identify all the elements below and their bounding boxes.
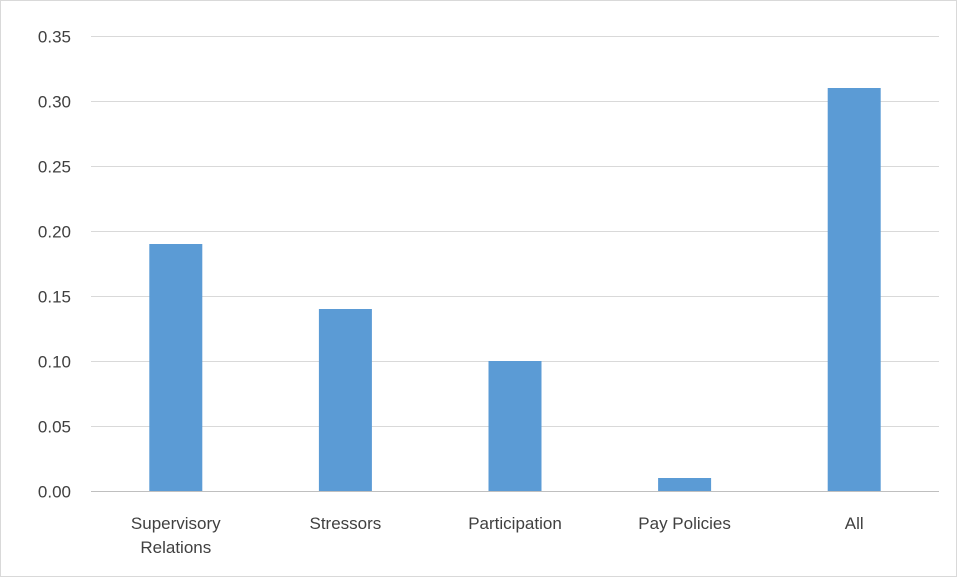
bar (318, 309, 372, 491)
y-tick-label: 0.25 (38, 158, 71, 177)
y-tick-label: 0.10 (38, 353, 71, 372)
y-tick-label: 0.35 (38, 28, 71, 47)
x-axis-labels: Supervisory Relations Stressors Participati… (131, 514, 864, 557)
y-tick-label: 0.30 (38, 93, 71, 112)
bar (488, 361, 542, 491)
x-tick-label: Relations (140, 538, 211, 557)
bars (149, 88, 881, 491)
x-tick-label: All (845, 514, 864, 533)
x-tick-label: Supervisory (131, 514, 221, 533)
x-tick-label: Pay Policies (638, 514, 731, 533)
y-tick-label: 0.20 (38, 223, 71, 242)
bar (827, 88, 881, 491)
bar (149, 244, 203, 491)
y-tick-label: 0.00 (38, 483, 71, 502)
x-tick-label: Participation (468, 514, 562, 533)
bar (658, 478, 712, 491)
y-tick-label: 0.15 (38, 288, 71, 307)
x-tick-label: Stressors (310, 514, 382, 533)
y-axis-ticks: 0.00 0.05 0.10 0.15 0.20 0.25 0.30 0.35 (38, 28, 71, 502)
y-tick-label: 0.05 (38, 418, 71, 437)
